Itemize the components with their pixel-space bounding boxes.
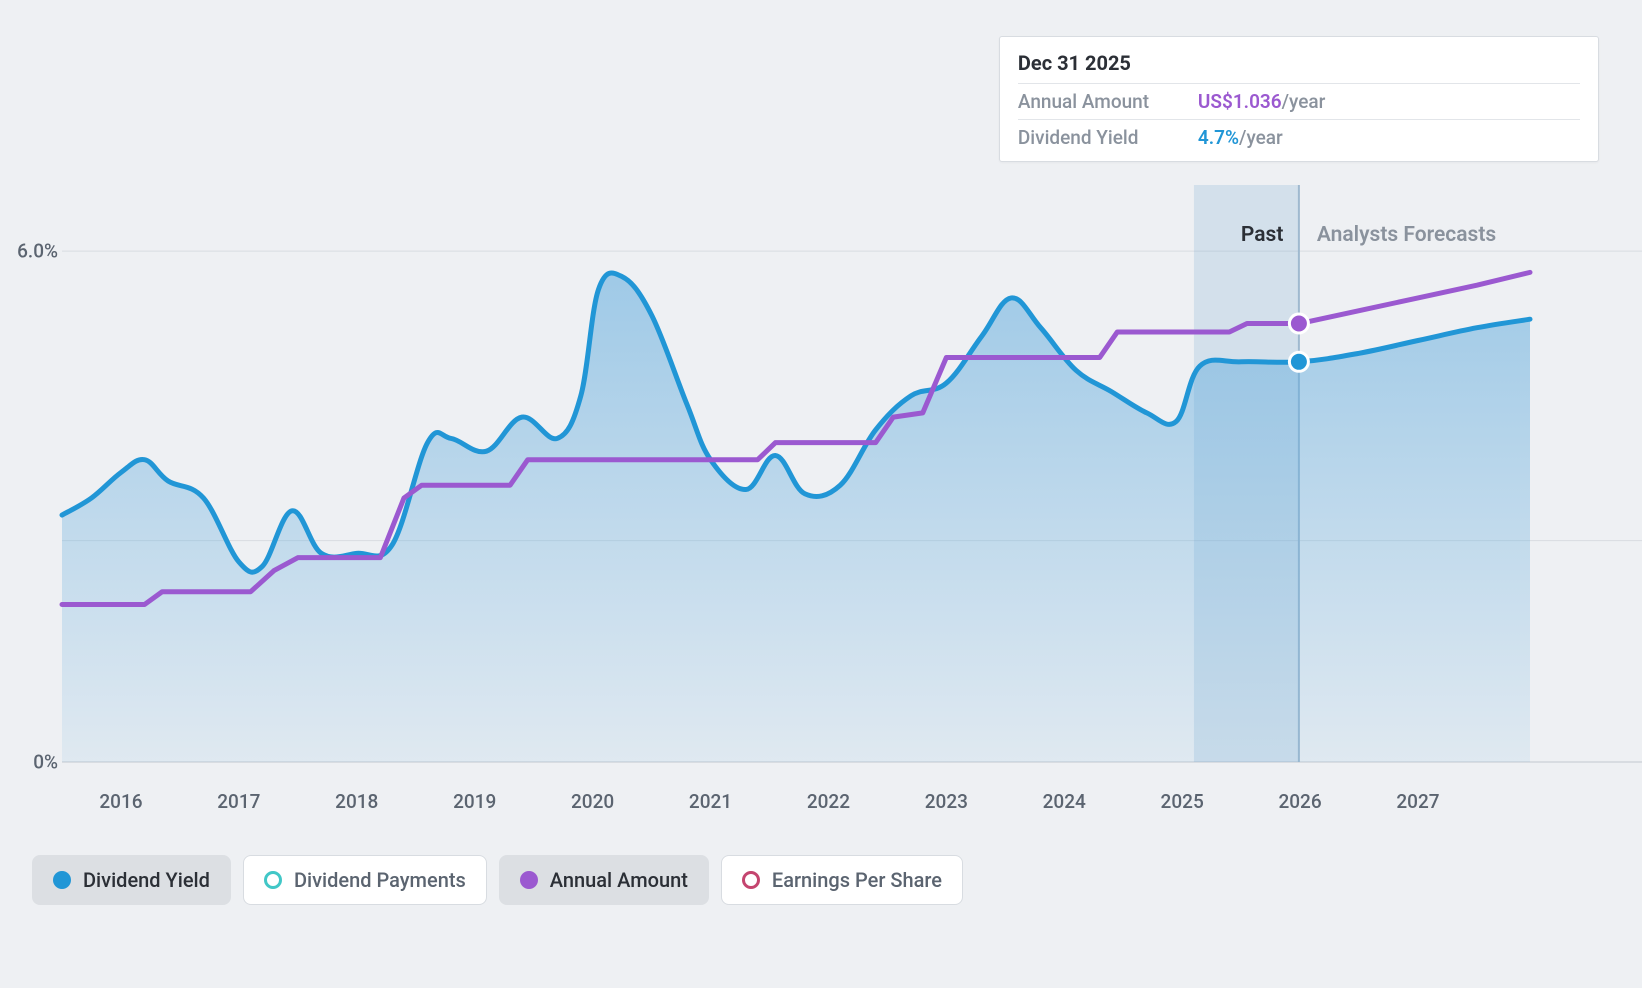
x-axis-label: 2026 [1278,790,1321,813]
legend-ring-icon [264,871,282,889]
x-axis-label: 2025 [1161,790,1204,813]
x-axis-label: 2019 [453,790,496,813]
legend-item-label: Dividend Payments [294,868,466,892]
tooltip-row: Dividend Yield4.7%/year [1018,120,1580,149]
x-axis-label: 2016 [99,790,142,813]
region-label-past: Past [1241,223,1284,247]
x-axis-label: 2023 [925,790,968,813]
region-label-forecast: Analysts Forecasts [1317,223,1496,247]
x-axis-label: 2024 [1043,790,1086,813]
tooltip-row-value: 4.7% [1198,126,1239,149]
tooltip-row: Annual AmountUS$1.036/year [1018,84,1580,120]
legend-item-annual_amount[interactable]: Annual Amount [499,855,709,905]
legend-item-label: Annual Amount [550,868,688,892]
tooltip-row-unit: /year [1239,126,1283,149]
tooltip-row-label: Dividend Yield [1018,126,1198,149]
legend: Dividend Yield Dividend Payments Annual Am… [32,855,963,905]
legend-item-label: Earnings Per Share [772,868,942,892]
x-axis-label: 2022 [807,790,850,813]
legend-dot-icon [53,871,71,889]
x-axis-label: 2020 [571,790,614,813]
dividend-chart: 0% 6.0% 2016 2017 2018 2019 2020 2021 2022 2023 2… [0,0,1642,988]
legend-ring-icon [742,871,760,889]
tooltip-row-value: US$1.036 [1198,90,1282,113]
legend-item-dividend_payments[interactable]: Dividend Payments [243,855,487,905]
y-axis-label: 0% [33,751,58,774]
legend-dot-icon [520,871,538,889]
legend-item-eps[interactable]: Earnings Per Share [721,855,963,905]
x-axis-label: 2018 [335,790,378,813]
x-axis-label: 2021 [689,790,732,813]
tooltip-row-unit: /year [1282,90,1326,113]
x-axis-label: 2027 [1396,790,1439,813]
legend-item-dividend_yield[interactable]: Dividend Yield [32,855,231,905]
chart-tooltip: Dec 31 2025 Annual AmountUS$1.036/yearDi… [999,36,1599,162]
tooltip-date: Dec 31 2025 [1018,51,1580,84]
x-axis-label: 2017 [217,790,260,813]
tooltip-row-label: Annual Amount [1018,90,1198,113]
y-axis-label: 6.0% [17,240,58,263]
legend-item-label: Dividend Yield [83,868,210,892]
